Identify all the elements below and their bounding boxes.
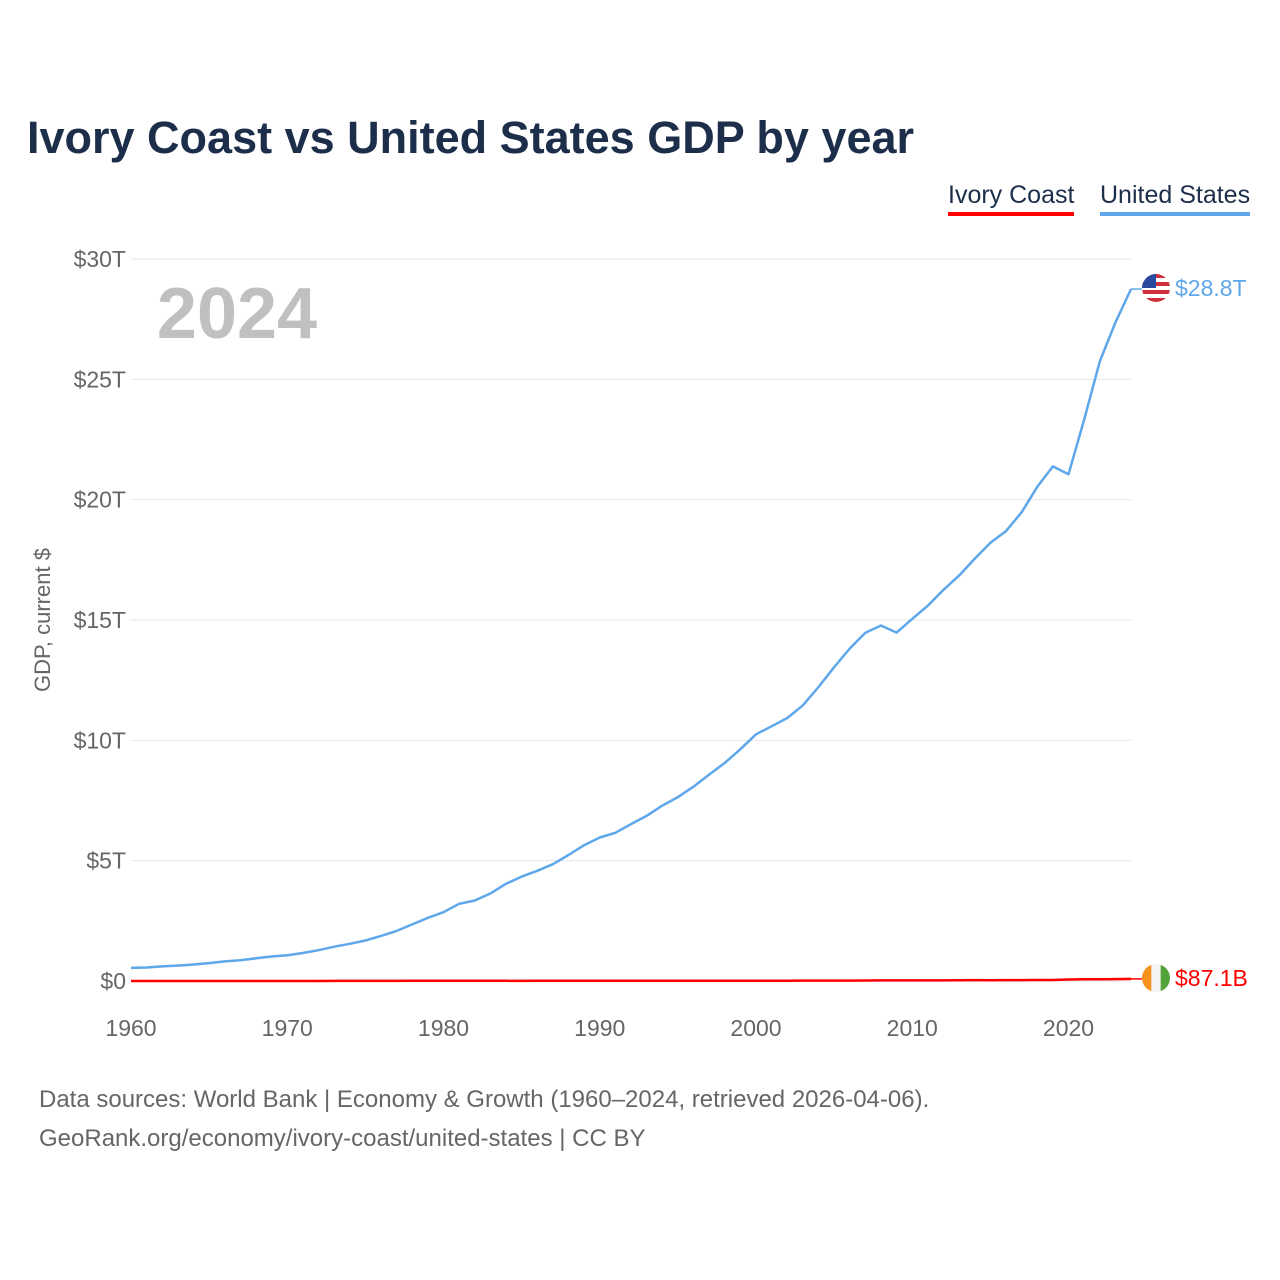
end-value-label-united-states: $28.8T — [1175, 275, 1247, 301]
legend-ivory-coast[interactable]: Ivory Coast — [948, 181, 1075, 216]
source-link[interactable]: GeoRank.org/economy/ivory-coast/united-s… — [39, 1125, 646, 1152]
series-line-ivory-coast — [131, 977, 1132, 983]
y-tick-label: $30T — [74, 246, 126, 272]
y-tick-label: $15T — [74, 607, 126, 633]
chart-title: Ivory Coast vs United States GDP by year — [27, 112, 915, 163]
y-tick-label: $5T — [86, 848, 126, 874]
x-tick-label: 1980 — [418, 1015, 469, 1041]
source-note: Data sources: World Bank | Economy & Gro… — [39, 1086, 930, 1113]
x-tick-label: 1960 — [105, 1015, 156, 1041]
y-axis-label: GDP, current $ — [30, 548, 55, 692]
y-tick-label: $10T — [74, 727, 126, 753]
x-tick-label: 1990 — [574, 1015, 625, 1041]
x-tick-label: 1970 — [262, 1015, 313, 1041]
y-tick-label: $20T — [74, 487, 126, 513]
year-label: 2024 — [157, 274, 317, 354]
x-tick-label: 2010 — [887, 1015, 938, 1041]
y-tick-label: $0 — [100, 968, 126, 994]
ivory-coast-flag-icon — [1142, 964, 1170, 992]
legend-united-states[interactable]: United States — [1100, 181, 1251, 216]
y-tick-label: $25T — [74, 366, 126, 392]
x-tick-label: 2020 — [1043, 1015, 1094, 1041]
united-states-flag-icon — [1142, 274, 1170, 302]
series-line-united-states — [130, 288, 1133, 970]
end-value-label-ivory-coast: $87.1B — [1175, 965, 1248, 991]
x-tick-label: 2000 — [730, 1015, 781, 1041]
